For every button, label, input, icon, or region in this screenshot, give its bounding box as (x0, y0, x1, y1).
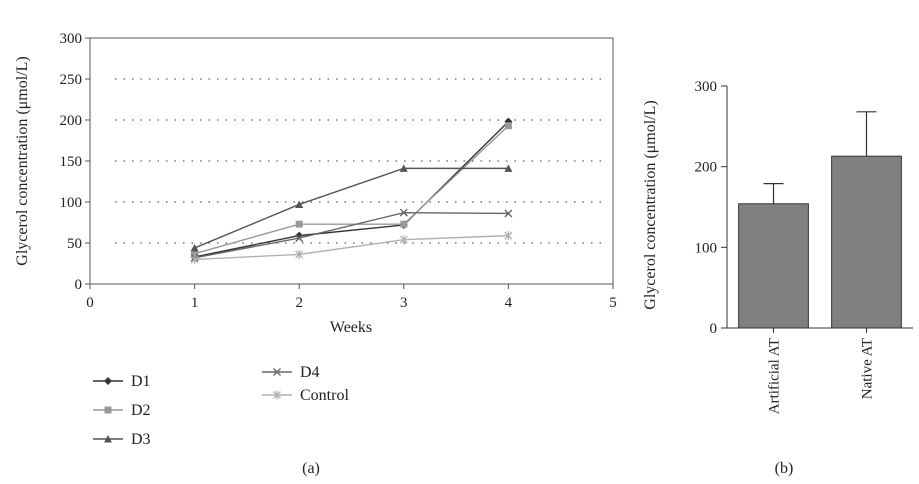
series-line-d4 (194, 211, 509, 259)
y-axis-label: Glycerol concentration (μmol/L) (14, 56, 31, 265)
data-point-d4-1 (295, 234, 304, 243)
y-tick-label-4: 200 (60, 113, 83, 129)
legend-swatch-marker (104, 435, 112, 443)
x-tick-label-4: 4 (505, 295, 513, 311)
bar-group-0 (738, 183, 809, 329)
x-axis-ticks: 0 1 2 3 4 5 (86, 284, 617, 311)
x-tick-label-0: 0 (86, 295, 94, 311)
x-tick-label-5: 5 (609, 295, 617, 311)
data-point-d2-1 (295, 220, 303, 228)
series-group (190, 117, 513, 264)
category-labels: Artificial AT Native AT (767, 328, 876, 414)
y-tick-label-2: 200 (695, 160, 718, 176)
y-tick-label-1: 100 (695, 240, 718, 256)
y-tick-label-0: 0 (75, 277, 83, 293)
series-line-d1 (194, 121, 509, 258)
legend-item-control: Control (262, 387, 349, 404)
data-point-d2-2 (400, 220, 408, 228)
bars-group (738, 111, 902, 329)
y-tick-label-2: 100 (60, 195, 83, 211)
data-point-d4-3 (504, 209, 513, 218)
legend-swatch-marker (104, 377, 112, 385)
series-line-d2 (194, 125, 509, 255)
legend-swatch-marker (104, 406, 112, 414)
bar-chart-panel: 0 100 200 300 Artificial AT Native AT Glycer… (642, 79, 913, 477)
data-point-d2-0 (191, 250, 199, 258)
data-point-d2-3 (504, 122, 512, 130)
data-point-d4-2 (399, 208, 408, 217)
grid-lines (115, 78, 608, 244)
legend-swatch-marker (273, 390, 281, 400)
data-point-d3-2 (399, 164, 408, 172)
data-point-control-0 (190, 254, 199, 264)
x-tick-label-2: 2 (295, 295, 303, 311)
y-axis-ticks: 0 50 100 150 200 250 300 (60, 31, 90, 293)
y-axis-ticks: 0 100 200 300 (695, 79, 727, 337)
series-line-control (194, 234, 509, 261)
y-tick-label-3: 300 (695, 79, 718, 95)
legend-item-d1: D1 (93, 373, 151, 390)
category-label-0: Artificial AT (767, 338, 783, 414)
y-tick-label-5: 250 (60, 72, 83, 88)
data-point-d3-3 (504, 164, 513, 172)
panel-label-b: (b) (775, 460, 794, 477)
series-d3 (190, 164, 513, 252)
data-point-control-1 (295, 249, 304, 259)
legend: D1 D2 D3 D4 Control (93, 364, 349, 448)
legend-label: D2 (131, 402, 151, 419)
series-d2 (191, 122, 512, 258)
data-point-control-3 (504, 231, 513, 241)
x-tick-label-1: 1 (191, 295, 199, 311)
category-label-1: Native AT (860, 338, 876, 399)
data-point-control-2 (399, 235, 408, 245)
y-tick-label-0: 0 (710, 321, 718, 337)
y-tick-label-3: 150 (60, 154, 83, 170)
legend-label: D1 (131, 373, 151, 390)
series-line-d3 (194, 167, 509, 249)
panel-label-a: (a) (302, 460, 320, 477)
legend-label: Control (300, 387, 349, 404)
y-tick-label-1: 50 (67, 236, 82, 252)
legend-item-d3: D3 (93, 431, 151, 448)
x-tick-label-3: 3 (400, 295, 408, 311)
series-d4 (190, 208, 513, 262)
legend-item-d2: D2 (93, 402, 151, 419)
series-control (190, 231, 513, 264)
y-tick-label-6: 300 (60, 31, 83, 47)
data-point-d3-0 (190, 243, 199, 252)
y-axis-label: Glycerol concentration (μmol/L) (642, 100, 659, 309)
series-d1 (190, 117, 513, 261)
bar-group-1 (831, 111, 902, 329)
legend-label: D3 (131, 431, 151, 448)
legend-item-d4: D4 (262, 364, 320, 381)
bar-1 (831, 155, 902, 329)
bar-0 (738, 203, 809, 329)
legend-swatch-marker (273, 368, 281, 376)
data-point-d3-1 (295, 200, 304, 208)
x-axis-label: Weeks (330, 319, 372, 336)
line-chart-panel: 0 50 100 150 200 250 300 0 1 2 3 4 5 Weeks Glycerol… (14, 31, 617, 477)
legend-label: D4 (300, 364, 320, 381)
